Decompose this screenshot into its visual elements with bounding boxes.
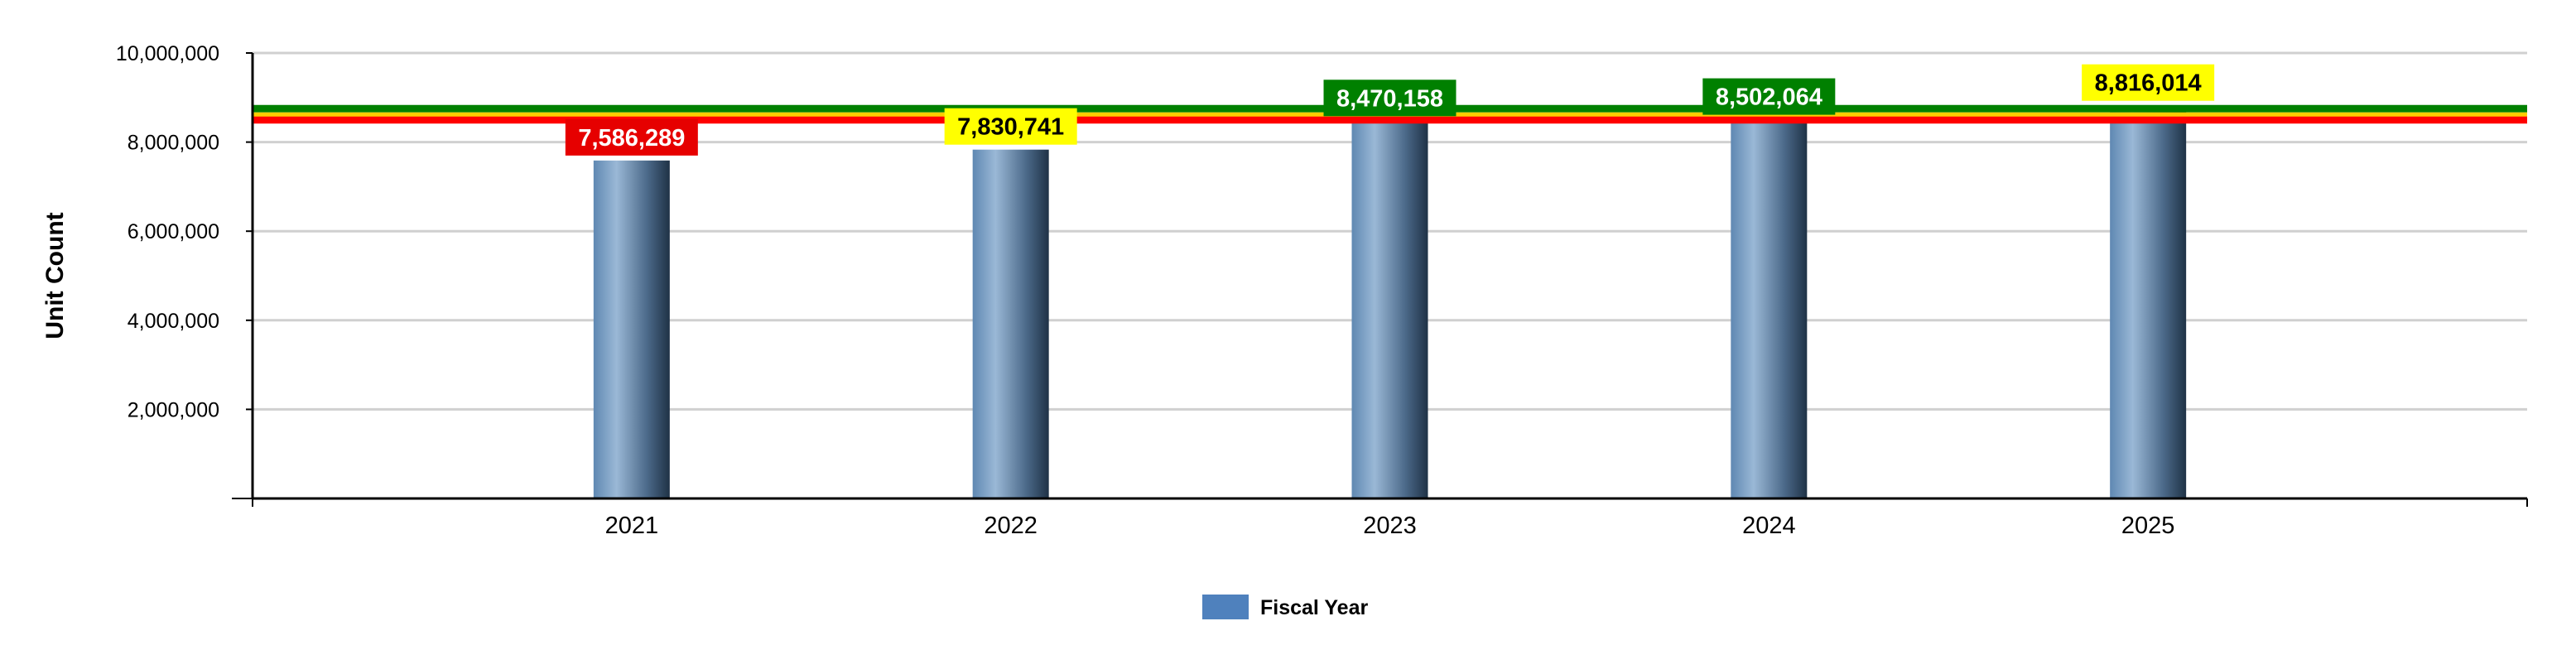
data-label-text: 8,502,064 <box>1716 84 1822 111</box>
legend: Fiscal Year <box>1202 595 1368 619</box>
bar <box>593 160 670 498</box>
x-tick-label: 2022 <box>984 513 1038 539</box>
data-label-box <box>1702 78 1836 115</box>
data-label-text: 8,816,014 <box>2095 70 2202 97</box>
data-label: 8,470,158 <box>1323 79 1457 117</box>
y-tick-label: 8,000,000 <box>128 132 219 155</box>
bars <box>593 105 2187 499</box>
bar <box>1731 119 1808 498</box>
data-labels: 7,586,289 7,830,741 8,470,158 8,502,064 8,81… <box>565 64 2215 156</box>
bar <box>1351 121 1428 499</box>
data-label-text: 7,830,741 <box>957 114 1064 141</box>
legend-swatch <box>1202 595 1249 619</box>
x-tick-labels: 2021 2022 2023 2024 2025 <box>605 513 2175 539</box>
data-label-box <box>565 118 698 156</box>
y-tick-label: 10,000,000 <box>116 42 219 65</box>
x-tick-label: 2021 <box>605 513 659 539</box>
bar <box>2110 105 2187 498</box>
legend-label: Fiscal Year <box>1260 596 1368 619</box>
data-label-box <box>944 108 1077 145</box>
data-label: 7,586,289 <box>565 118 698 156</box>
y-tick-label: 2,000,000 <box>128 398 219 421</box>
bar <box>972 149 1049 499</box>
y-axis-title: Unit Count <box>41 212 69 339</box>
data-label-text: 8,470,158 <box>1336 85 1443 112</box>
data-label-text: 7,586,289 <box>578 125 685 152</box>
data-label-box <box>1323 79 1457 117</box>
data-label: 8,502,064 <box>1702 78 1836 115</box>
x-tick-label: 2024 <box>1742 513 1796 539</box>
x-tick-label: 2025 <box>2121 513 2175 539</box>
y-tick-labels: 2,000,000 4,000,000 6,000,000 8,000,000 10,0… <box>116 42 219 421</box>
data-label: 8,816,014 <box>2082 64 2215 101</box>
y-tick-label: 4,000,000 <box>128 310 219 333</box>
data-label: 7,830,741 <box>944 108 1077 145</box>
data-label-box <box>2082 64 2215 101</box>
axes <box>232 52 2528 507</box>
x-tick-label: 2023 <box>1363 513 1417 539</box>
y-tick-label: 6,000,000 <box>128 220 219 243</box>
